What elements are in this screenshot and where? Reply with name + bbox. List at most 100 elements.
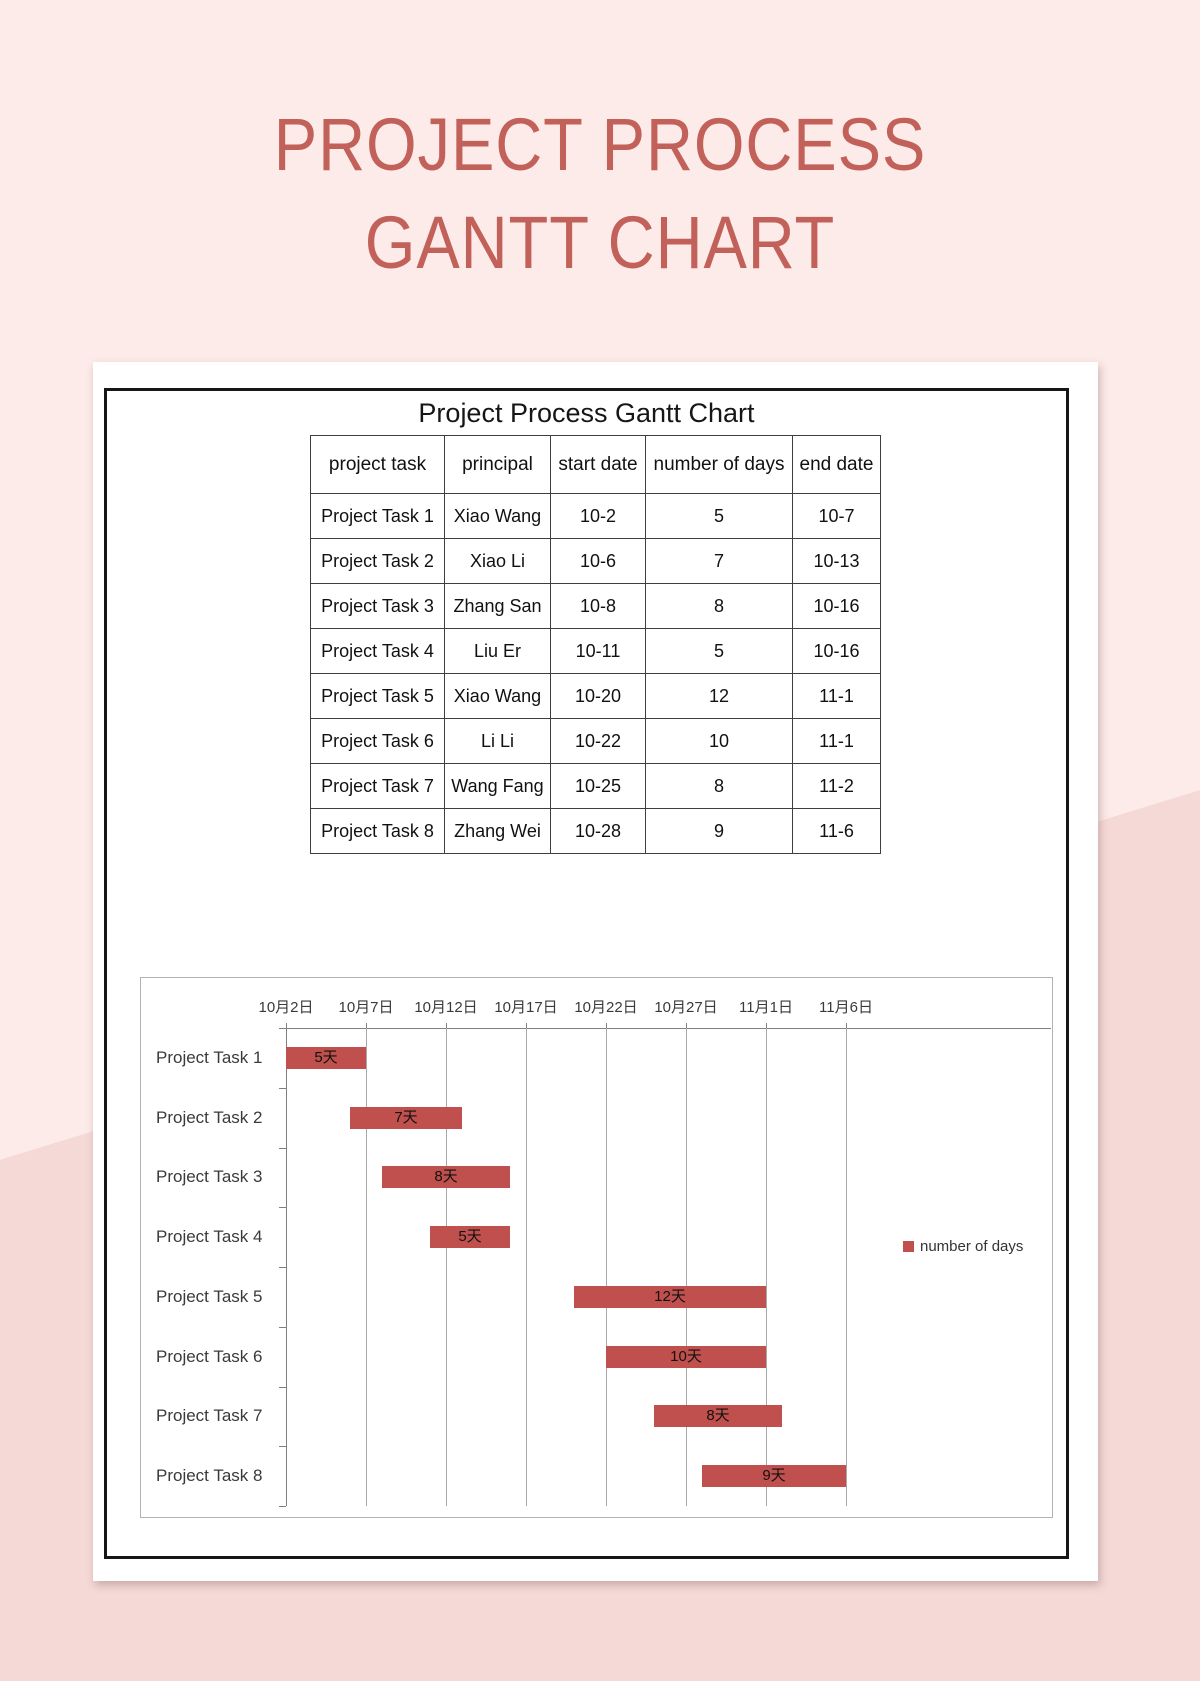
- task-label: Project Task 1: [156, 1048, 263, 1067]
- x-tick: [686, 1023, 687, 1028]
- y-tick: [279, 1327, 286, 1328]
- table-cell: 7: [645, 538, 793, 584]
- legend-swatch: [903, 1241, 914, 1252]
- table-cell: Project Task 5: [310, 673, 445, 719]
- x-tick: [366, 1023, 367, 1028]
- y-axis-line: [286, 1028, 287, 1506]
- table-cell: Liu Er: [444, 628, 551, 674]
- table-cell: 11-2: [792, 763, 881, 809]
- table-row: Project Task 5 Xiao Wang 10-20 12 11-1: [310, 673, 881, 719]
- table-cell: 11-1: [792, 718, 881, 764]
- legend-label: number of days: [920, 1238, 1024, 1255]
- gantt-chart: 10月2日 10月7日 10月12日 10月17日 10月22日 10月27日 11月1日 1…: [140, 977, 1053, 1518]
- table-cell: Xiao Wang: [444, 493, 551, 539]
- x-axis-line: [286, 1028, 1051, 1029]
- table-cell: 10-13: [792, 538, 881, 584]
- table-cell: 10-7: [792, 493, 881, 539]
- table-cell: 11-1: [792, 673, 881, 719]
- x-axis-label: 10月7日: [338, 999, 394, 1016]
- x-axis-label: 10月27日: [654, 999, 718, 1016]
- x-axis-label: 10月2日: [258, 999, 314, 1016]
- table-cell: Project Task 4: [310, 628, 445, 674]
- task-label: Project Task 3: [156, 1167, 263, 1186]
- sheet-title: Project Process Gantt Chart: [418, 398, 755, 428]
- y-tick: [279, 1088, 286, 1089]
- table-cell: Project Task 7: [310, 763, 445, 809]
- gantt-bar: 8天: [382, 1166, 510, 1188]
- table-cell: 10: [645, 718, 793, 764]
- x-tick: [766, 1023, 767, 1028]
- table-cell: 10-28: [550, 808, 646, 854]
- table-cell: 10-11: [550, 628, 646, 674]
- chart-legend: number of days: [903, 1238, 1023, 1255]
- table-cell: Project Task 3: [310, 583, 445, 629]
- table-cell: 10-16: [792, 628, 881, 674]
- gantt-bar: 8天: [654, 1405, 782, 1427]
- table-cell: 8: [645, 583, 793, 629]
- task-table: project task principal start date number of…: [310, 435, 881, 854]
- table-cell: Zhang Wei: [444, 808, 551, 854]
- table-cell: 12: [645, 673, 793, 719]
- gridline: [446, 1028, 447, 1506]
- gridline: [526, 1028, 527, 1506]
- y-tick: [279, 1446, 286, 1447]
- x-tick: [526, 1023, 527, 1028]
- task-label: Project Task 5: [156, 1287, 263, 1306]
- table-cell: Project Task 6: [310, 718, 445, 764]
- task-label: Project Task 7: [156, 1406, 263, 1425]
- gridline: [686, 1028, 687, 1506]
- gantt-bar: 9天: [702, 1465, 846, 1487]
- y-tick: [279, 1506, 286, 1507]
- table-cell: 10-2: [550, 493, 646, 539]
- table-cell: Li Li: [444, 718, 551, 764]
- table-cell: 10-25: [550, 763, 646, 809]
- table-cell: 11-6: [792, 808, 881, 854]
- table-cell: 10-6: [550, 538, 646, 584]
- table-cell: 5: [645, 493, 793, 539]
- table-row: Project Task 4 Liu Er 10-11 5 10-16: [310, 628, 881, 674]
- table-cell: 10-20: [550, 673, 646, 719]
- x-axis-label: 11月6日: [819, 999, 873, 1016]
- x-tick: [446, 1023, 447, 1028]
- y-tick: [279, 1207, 286, 1208]
- column-header: project task: [310, 435, 445, 494]
- table-row: Project Task 1 Xiao Wang 10-2 5 10-7: [310, 493, 881, 539]
- table-row: Project Task 8 Zhang Wei 10-28 9 11-6: [310, 808, 881, 854]
- y-tick: [279, 1267, 286, 1268]
- task-label: Project Task 2: [156, 1108, 263, 1127]
- page-title: PROJECT PROCESS GANTT CHART: [273, 103, 927, 284]
- table-row: Project Task 3 Zhang San 10-8 8 10-16: [310, 583, 881, 629]
- table-cell: Xiao Li: [444, 538, 551, 584]
- gantt-bar: 5天: [286, 1047, 366, 1069]
- task-label: Project Task 8: [156, 1466, 263, 1485]
- x-axis-label: 10月22日: [574, 999, 638, 1016]
- gantt-bar: 12天: [574, 1286, 766, 1308]
- x-axis-label: 10月17日: [494, 999, 558, 1016]
- y-tick: [279, 1148, 286, 1149]
- table-cell: 9: [645, 808, 793, 854]
- table-row: Project Task 7 Wang Fang 10-25 8 11-2: [310, 763, 881, 809]
- table-cell: Project Task 8: [310, 808, 445, 854]
- table-cell: 5: [645, 628, 793, 674]
- y-tick: [279, 1387, 286, 1388]
- x-tick: [846, 1023, 847, 1028]
- x-axis-label: 11月1日: [739, 999, 793, 1016]
- table-cell: 8: [645, 763, 793, 809]
- task-label: Project Task 4: [156, 1227, 263, 1246]
- gridline: [846, 1028, 847, 1506]
- table-cell: Zhang San: [444, 583, 551, 629]
- table-row: Project Task 6 Li Li 10-22 10 11-1: [310, 718, 881, 764]
- column-header: end date: [792, 435, 881, 494]
- gridline: [606, 1028, 607, 1506]
- x-tick: [286, 1023, 287, 1028]
- card-border: Project Process Gantt Chart project task…: [104, 388, 1069, 1559]
- template-card: Project Process Gantt Chart project task…: [93, 362, 1098, 1581]
- gantt-bar: 5天: [430, 1226, 510, 1248]
- task-label: Project Task 6: [156, 1347, 263, 1366]
- x-axis-label: 10月12日: [414, 999, 478, 1016]
- table-cell: Wang Fang: [444, 763, 551, 809]
- table-cell: 10-16: [792, 583, 881, 629]
- column-header: number of days: [645, 435, 793, 494]
- table-cell: 10-22: [550, 718, 646, 764]
- gridline: [366, 1028, 367, 1506]
